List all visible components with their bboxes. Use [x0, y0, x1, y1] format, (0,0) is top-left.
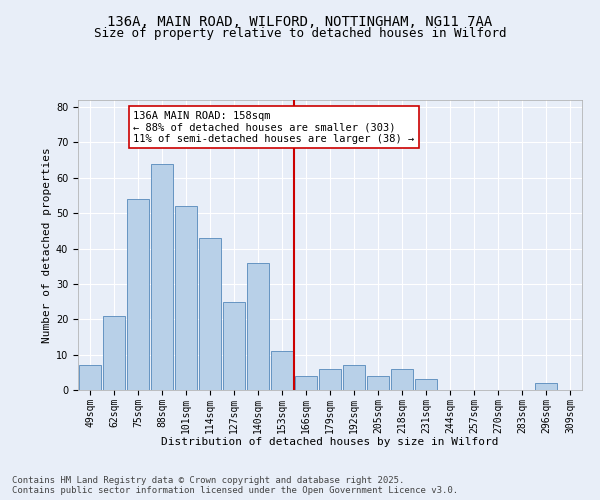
Text: 136A, MAIN ROAD, WILFORD, NOTTINGHAM, NG11 7AA: 136A, MAIN ROAD, WILFORD, NOTTINGHAM, NG…	[107, 15, 493, 29]
X-axis label: Distribution of detached houses by size in Wilford: Distribution of detached houses by size …	[161, 437, 499, 447]
Text: 136A MAIN ROAD: 158sqm
← 88% of detached houses are smaller (303)
11% of semi-de: 136A MAIN ROAD: 158sqm ← 88% of detached…	[133, 110, 415, 144]
Bar	[367, 376, 389, 390]
Bar	[175, 206, 197, 390]
Bar	[271, 351, 293, 390]
Bar	[151, 164, 173, 390]
Bar	[535, 383, 557, 390]
Bar	[247, 262, 269, 390]
Bar	[319, 369, 341, 390]
Text: Contains HM Land Registry data © Crown copyright and database right 2025.
Contai: Contains HM Land Registry data © Crown c…	[12, 476, 458, 495]
Bar	[295, 376, 317, 390]
Text: Size of property relative to detached houses in Wilford: Size of property relative to detached ho…	[94, 28, 506, 40]
Bar	[343, 365, 365, 390]
Bar	[223, 302, 245, 390]
Bar	[415, 380, 437, 390]
Bar	[391, 369, 413, 390]
Y-axis label: Number of detached properties: Number of detached properties	[42, 147, 52, 343]
Bar	[127, 199, 149, 390]
Bar	[79, 365, 101, 390]
Bar	[103, 316, 125, 390]
Bar	[199, 238, 221, 390]
